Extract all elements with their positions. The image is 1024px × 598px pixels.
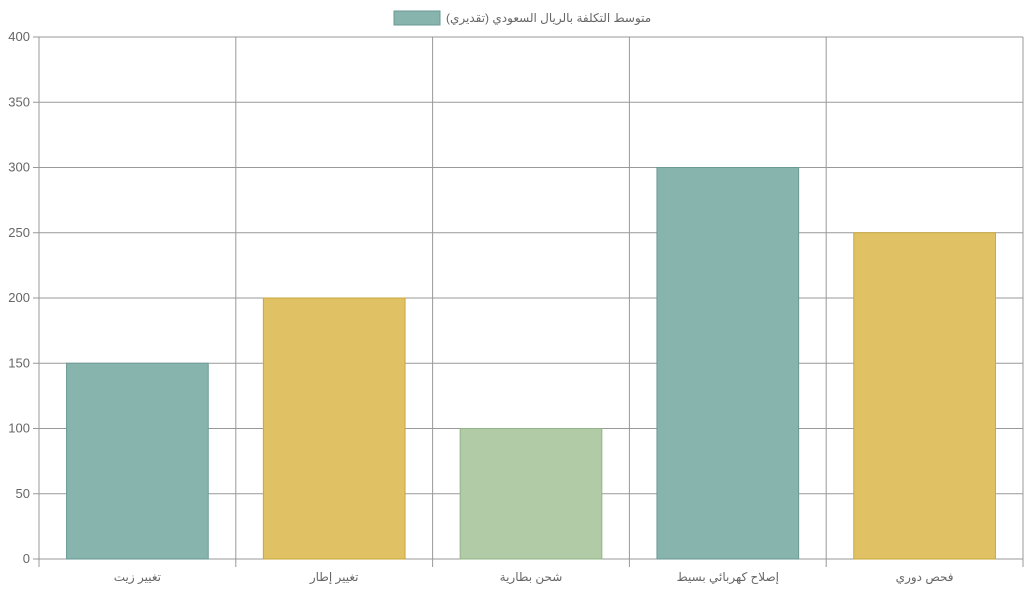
- legend[interactable]: متوسط التكلفة بالريال السعودي (تقديري): [393, 10, 651, 26]
- y-tick-label: 50: [16, 486, 30, 501]
- x-tick-label: تغيير زيت: [114, 570, 161, 585]
- y-tick-label: 250: [8, 225, 30, 240]
- bar[interactable]: [262, 297, 406, 560]
- x-tick-label: فحص دوري: [896, 570, 954, 585]
- grid: [33, 36, 1024, 567]
- x-tick-label: إصلاح كهربائي بسيط: [677, 570, 779, 585]
- bars: [66, 167, 996, 560]
- y-tick-label: 400: [8, 29, 30, 44]
- legend-label[interactable]: متوسط التكلفة بالريال السعودي (تقديري): [446, 11, 651, 26]
- y-tick-label: 100: [8, 421, 30, 436]
- x-tick-label: شحن بطارية: [500, 570, 563, 585]
- y-tick-label: 300: [8, 160, 30, 175]
- x-tick-label: تغيير إطار: [309, 570, 359, 585]
- y-tick-label: 200: [8, 290, 30, 305]
- y-tick-label: 350: [8, 94, 30, 109]
- axes: 0 50 100 150 200 250 300 350 400 تغيير زيت تغيير إ…: [8, 29, 953, 585]
- legend-swatch[interactable]: [393, 10, 441, 26]
- bar[interactable]: [459, 428, 603, 560]
- bar[interactable]: [656, 167, 800, 560]
- bar[interactable]: [853, 232, 996, 560]
- y-tick-label: 150: [8, 355, 30, 370]
- bar[interactable]: [66, 362, 209, 560]
- y-tick-label: 0: [23, 551, 30, 566]
